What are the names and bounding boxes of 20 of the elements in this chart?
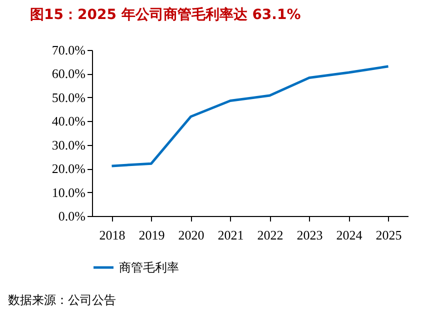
y-tick-label: 10.0%: [52, 184, 86, 200]
x-tick-label: 2021: [218, 228, 244, 242]
y-tick-label: 20.0%: [52, 161, 86, 176]
y-tick-label: 40.0%: [52, 114, 86, 129]
x-tick-label: 2020: [178, 228, 204, 242]
x-tick-label: 2025: [376, 228, 402, 242]
y-tick-label: 0.0%: [58, 208, 86, 224]
x-tick-label: 2022: [257, 228, 284, 242]
y-tick-label: 60.0%: [52, 66, 86, 82]
x-tick-label: 2024: [336, 228, 363, 242]
y-tick-label: 70.0%: [52, 42, 86, 58]
y-tick-label: 30.0%: [52, 137, 86, 152]
chart-title: 图15：2025 年公司商管毛利率达 63.1%: [30, 6, 301, 23]
x-tick-label: 2018: [99, 228, 126, 242]
x-tick-label: 2023: [296, 228, 323, 242]
line-series: [110, 65, 390, 168]
source-note: 数据来源：公司公告: [8, 292, 116, 309]
x-tick-label: 2019: [138, 228, 165, 242]
y-tick-label: 50.0%: [52, 90, 86, 105]
legend-label: 商管毛利率: [119, 260, 179, 274]
